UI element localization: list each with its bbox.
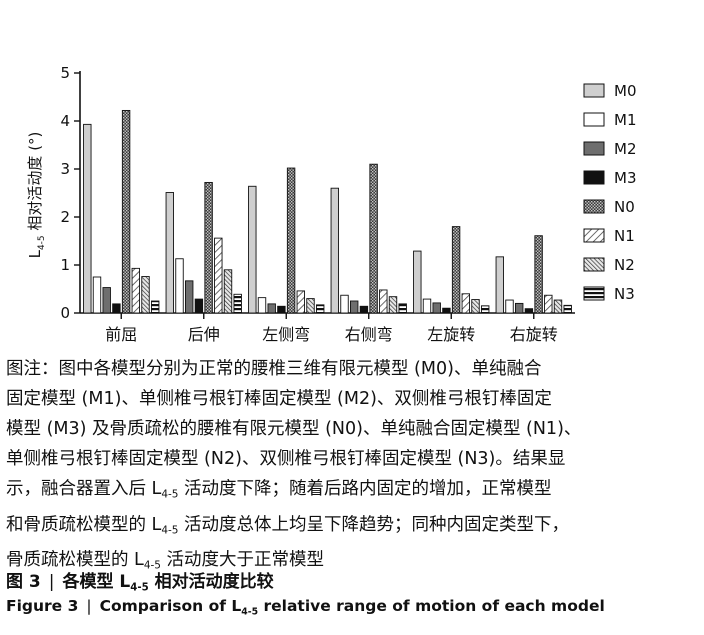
bar-m1-4 [422,298,432,314]
caption-line: 骨质疏松模型的 L4-5 活动度大于正常模型 [6,550,325,573]
bar-n3-5 [563,304,572,314]
figure-label: Figure 3 [6,597,79,615]
bar-m3-0 [112,303,121,314]
bar-n1-2 [296,290,305,314]
x-tick-label: 右旋转 [510,325,558,344]
y-axis-label: L4-5 相对活动度 (°) [26,132,47,259]
legend-swatch-n0 [583,199,605,214]
y-tick-label: 3 [60,160,70,178]
caption-line: 单侧椎弓根钉棒固定模型 (N2)、双侧椎弓根钉棒固定模型 (N3)。结果显 [6,449,566,469]
bar-n3-4 [481,305,490,314]
legend-label-m1: M1 [614,111,637,129]
bar-n0-1 [204,181,213,314]
bar-n0-4 [451,226,461,314]
caption-line: 和骨质疏松模型的 L4-5 活动度总体上均呈下降趋势；同种内固定类型下， [6,514,570,537]
bar-m0-2 [248,185,257,314]
bar-n3-1 [233,293,242,314]
bar-m2-5 [515,302,524,314]
bar-n0-0 [121,109,131,314]
bar-n3-0 [150,300,160,314]
bar-m0-0 [83,123,92,314]
axes: 0 1 2 3 4 5 前屈 后伸 左侧弯 右侧弯 左旋转 右旋转 [60,64,575,344]
separator: | [86,597,92,615]
legend-label-n3: N3 [614,285,635,303]
bar-n2-2 [306,298,315,314]
bar-n1-1 [214,237,223,314]
bar-n2-4 [471,299,480,314]
figure-caption: 图注：图中各模型分别为正常的腰椎三维有限元模型 (M0)、单纯融合 固定模型 (… [6,354,696,581]
bar-n2-1 [223,269,233,314]
bar-n2-3 [388,296,398,314]
x-tick-label: 后伸 [188,325,220,344]
legend-swatch-m1 [583,112,605,127]
separator: | [48,572,55,592]
y-tick-label: 2 [60,208,70,226]
legend-swatch-n3 [583,286,605,301]
legend-swatch-m3 [583,170,605,185]
legend-label-n0: N0 [614,198,635,216]
bar-n1-5 [544,294,553,314]
bar-m3-3 [359,305,369,314]
bar-n0-2 [286,167,296,314]
bar-m3-5 [524,308,534,314]
bar-m1-2 [257,297,267,314]
x-tick-label: 前屈 [105,325,137,344]
legend-swatch-n2 [583,257,605,272]
y-tick-label: 4 [60,112,70,130]
legend-swatch-n1 [583,228,605,243]
bar-n1-0 [131,267,141,314]
bar-m2-4 [432,302,441,314]
legend: M0 M1 M2 M3 N0 N1 N2 N3 [583,82,637,303]
figure-label: 图 3 [6,572,41,592]
bar-n3-3 [398,303,407,314]
bar-n1-4 [461,293,470,314]
bar-m0-4 [413,250,422,314]
legend-label-m3: M3 [614,169,637,187]
bar-n3-2 [316,304,325,314]
bar-m3-2 [277,305,286,314]
legend-swatch-m2 [583,141,605,156]
y-tick-label: 1 [60,256,70,274]
x-tick-label: 左旋转 [427,325,475,344]
bar-m1-3 [340,294,349,314]
caption-line: 图注：图中各模型分别为正常的腰椎三维有限元模型 (M0)、单纯融合 [6,359,542,379]
caption-line: 模型 (M3) 及骨质疏松的腰椎有限元模型 (N0)、单纯融合固定模型 (N1)… [6,419,582,439]
legend-swatch-m0 [583,83,605,98]
bar-m0-1 [165,192,175,314]
bar-m3-1 [194,298,204,314]
bar-m2-3 [350,300,359,314]
legend-label-n2: N2 [614,256,635,274]
bar-n0-5 [534,235,543,314]
figure-title-cn: 图 3 | 各模型 L4-5 相对活动度比较 [6,572,274,594]
bar-chart: L4-5 相对活动度 (°) 0 1 2 3 4 5 前屈 后伸 左侧弯 右侧弯 左旋转 右旋转 M0… [26,64,637,344]
legend-label-n1: N1 [614,227,635,245]
bar-n0-3 [369,163,378,314]
bar-n2-5 [553,299,563,314]
bar-m2-1 [184,280,194,314]
y-tick-label: 5 [60,64,70,82]
bar-m0-3 [330,187,339,314]
bar-n2-0 [141,276,150,314]
bar-n1-3 [379,289,388,314]
figure-title-en: Figure 3 | Comparison of L4-5 relative ran… [6,597,605,618]
caption-line: 固定模型 (M1)、单侧椎弓根钉棒固定模型 (M2)、双侧椎弓根钉棒固定 [6,389,552,409]
x-tick-label: 右侧弯 [345,325,393,344]
bar-m3-4 [442,307,451,314]
y-tick-label: 0 [60,304,70,322]
bar-m1-0 [92,276,102,314]
legend-label-m0: M0 [614,82,637,100]
x-tick-label: 左侧弯 [262,325,310,344]
bar-m0-5 [495,256,504,314]
bar-m1-1 [175,258,184,314]
bar-m2-0 [102,287,111,314]
bars [83,109,572,314]
legend-label-m2: M2 [614,140,637,158]
bar-m2-2 [267,303,276,314]
caption-line: 示，融合器置入后 L4-5 活动度下降；随着后路内固定的增加，正常模型 [6,479,552,501]
bar-m1-5 [505,299,514,314]
